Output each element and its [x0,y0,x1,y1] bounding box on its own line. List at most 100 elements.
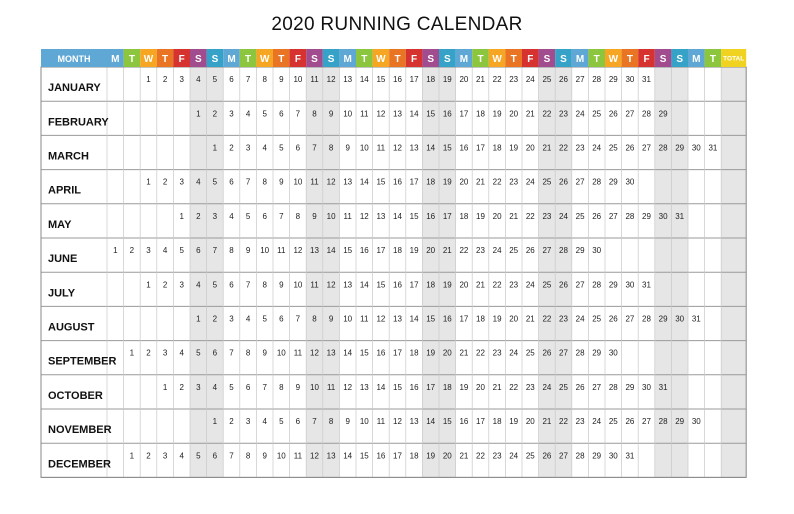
day-number: 5 [213,178,218,187]
weekday-header-label: T [129,54,135,65]
day-number: 13 [393,109,402,118]
month-label: NOVEMBER [48,424,112,436]
day-number: 9 [345,417,350,426]
day-number: 25 [542,75,551,84]
weekday-header-cell [671,49,688,67]
day-number: 18 [393,246,402,255]
day-number: 13 [410,417,419,426]
weekday-header-cell [273,49,290,67]
day-number: 15 [343,246,352,255]
day-number: 23 [493,349,502,358]
day-number: 6 [213,349,218,358]
day-number: 2 [130,246,135,255]
weekday-header-label: T [162,54,168,65]
day-number: 13 [343,280,352,289]
weekday-header-cell [356,49,373,67]
day-number: 4 [163,246,168,255]
day-number: 1 [130,349,135,358]
month-label: APRIL [48,185,81,197]
day-number: 1 [213,144,218,153]
weekday-header-label: M [692,54,700,65]
day-number: 24 [509,451,518,460]
day-number: 8 [312,109,317,118]
day-number: 24 [526,280,535,289]
day-number: 5 [179,246,184,255]
month-label: JUNE [48,253,77,265]
weekday-header-cell [638,49,655,67]
weekday-header-label: S [660,54,667,65]
day-number: 9 [296,383,301,392]
day-number: 11 [310,178,319,187]
day-number: 13 [410,144,419,153]
day-number: 4 [196,75,201,84]
day-number: 7 [296,315,301,324]
day-number: 5 [279,144,284,153]
day-number: 9 [262,451,267,460]
month-header-label: MONTH [58,54,91,64]
weekday-header-cell [488,49,506,67]
day-number: 28 [642,315,651,324]
day-number: 27 [625,109,634,118]
weekday-header-label: F [411,54,417,65]
day-number: 2 [229,417,234,426]
day-number: 12 [393,417,402,426]
day-number: 16 [443,109,452,118]
day-number: 19 [410,246,419,255]
month-label: JULY [48,287,76,299]
day-number: 15 [393,383,402,392]
day-number: 30 [692,417,701,426]
day-number: 27 [609,212,618,221]
day-number: 27 [592,383,601,392]
day-number: 7 [246,280,251,289]
day-number: 28 [576,451,585,460]
day-number: 18 [493,144,502,153]
day-number: 24 [526,75,535,84]
day-number: 3 [163,349,168,358]
day-number: 27 [576,178,585,187]
day-number: 9 [279,280,284,289]
day-number: 27 [542,246,551,255]
weekday-header-cell [522,49,539,67]
day-number: 23 [509,280,518,289]
day-number: 8 [279,383,284,392]
day-number: 28 [642,109,651,118]
weekday-header-label: T [710,54,716,65]
day-number: 8 [262,75,267,84]
day-number: 28 [592,280,601,289]
weekday-header-label: W [144,54,154,65]
day-number: 14 [327,246,336,255]
month-label: SEPTEMBER [48,356,117,368]
weekday-header-label: S [427,54,434,65]
weekday-header-label: M [576,54,584,65]
weekday-header-label: F [643,54,649,65]
weekday-header-label: M [111,54,119,65]
day-number: 28 [609,383,618,392]
day-number: 13 [376,212,385,221]
day-number: 2 [163,280,168,289]
day-number: 11 [360,315,369,324]
day-number: 15 [410,212,419,221]
day-number: 6 [196,246,201,255]
day-number: 20 [509,109,518,118]
day-number: 8 [312,315,317,324]
day-number: 12 [310,349,319,358]
day-number: 10 [327,212,336,221]
day-number: 18 [426,75,435,84]
day-number: 25 [542,178,551,187]
day-number: 12 [376,109,385,118]
day-number: 20 [493,212,502,221]
day-number: 25 [609,144,618,153]
day-number: 7 [246,178,251,187]
day-number: 18 [426,280,435,289]
day-number: 25 [559,383,568,392]
day-number: 26 [592,212,601,221]
day-number: 23 [576,417,585,426]
day-number: 17 [393,349,402,358]
day-number: 22 [526,212,535,221]
day-number: 25 [609,417,618,426]
day-number: 5 [246,212,251,221]
day-number: 29 [592,349,601,358]
day-number: 2 [213,315,218,324]
day-number: 1 [113,246,118,255]
day-number: 28 [625,212,634,221]
